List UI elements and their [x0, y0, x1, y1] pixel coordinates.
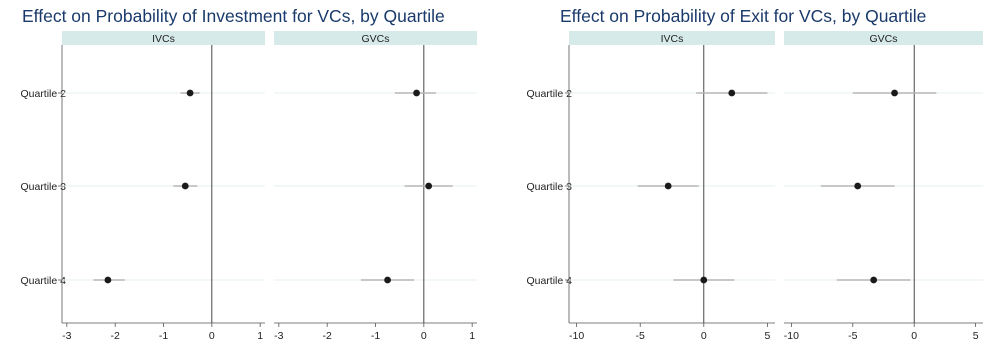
y-tick-label: Quartile 4 [526, 275, 572, 287]
point-estimate [854, 182, 862, 190]
panel-gvcs: GVCs -3 -2 -1 0 1 [274, 31, 477, 342]
point-estimate [181, 182, 189, 190]
panel-strip [62, 31, 265, 45]
panel-ivcs: IVCs -10 -5 0 5 [569, 31, 775, 342]
chart-title: Effect on Probability of Investment for … [22, 6, 445, 26]
x-tick-label: 1 [469, 330, 475, 342]
point-estimate [413, 89, 420, 97]
y-tick-label: Quartile 2 [20, 88, 66, 100]
panel-strip-label: GVCs [869, 33, 897, 45]
point-estimate [728, 89, 736, 97]
panel-strip [569, 31, 775, 45]
point-estimate [384, 276, 391, 284]
point-estimate [870, 276, 878, 284]
x-tick-label: 5 [764, 330, 770, 342]
panel-strip-label: IVCs [152, 33, 175, 45]
point-estimate [700, 276, 708, 284]
y-tick-label: Quartile 2 [526, 88, 572, 100]
x-tick-label: -10 [784, 330, 799, 342]
panel-ivcs: IVCs -3 -2 -1 0 1 [62, 31, 265, 342]
y-tick-label: Quartile 3 [526, 181, 572, 193]
x-tick-label: -5 [848, 330, 857, 342]
chart-title: Effect on Probability of Exit for VCs, b… [560, 6, 926, 26]
point-estimate [664, 182, 672, 190]
y-tick-label: Quartile 4 [20, 275, 66, 287]
y-tick-label: Quartile 3 [20, 181, 66, 193]
panel-strip-label: IVCs [661, 33, 684, 45]
x-tick-label: 5 [973, 330, 979, 342]
x-tick-label: -1 [159, 330, 168, 342]
x-tick-label: 0 [421, 330, 427, 342]
x-tick-label: -3 [274, 330, 283, 342]
x-tick-label: -10 [569, 330, 584, 342]
x-tick-label: -2 [322, 330, 331, 342]
chart-2: Effect on Probability of Exit for VCs, b… [526, 6, 983, 342]
panel-strip-label: GVCs [361, 33, 389, 45]
panel-strip [784, 31, 983, 45]
point-estimate [186, 89, 194, 97]
chart-1: Effect on Probability of Investment for … [20, 6, 477, 342]
x-tick-label: -2 [110, 330, 119, 342]
point-estimate [891, 89, 898, 97]
x-tick-label: 1 [257, 330, 263, 342]
point-estimate [425, 182, 433, 190]
x-tick-label: 0 [209, 330, 215, 342]
x-tick-label: -5 [636, 330, 645, 342]
point-estimate [104, 276, 112, 284]
x-tick-label: 0 [911, 330, 917, 342]
panel-strip [274, 31, 477, 45]
x-tick-label: 0 [701, 330, 707, 342]
x-tick-label: -3 [62, 330, 71, 342]
panel-gvcs: GVCs -10 -5 0 5 [784, 31, 983, 342]
x-tick-label: -1 [371, 330, 380, 342]
